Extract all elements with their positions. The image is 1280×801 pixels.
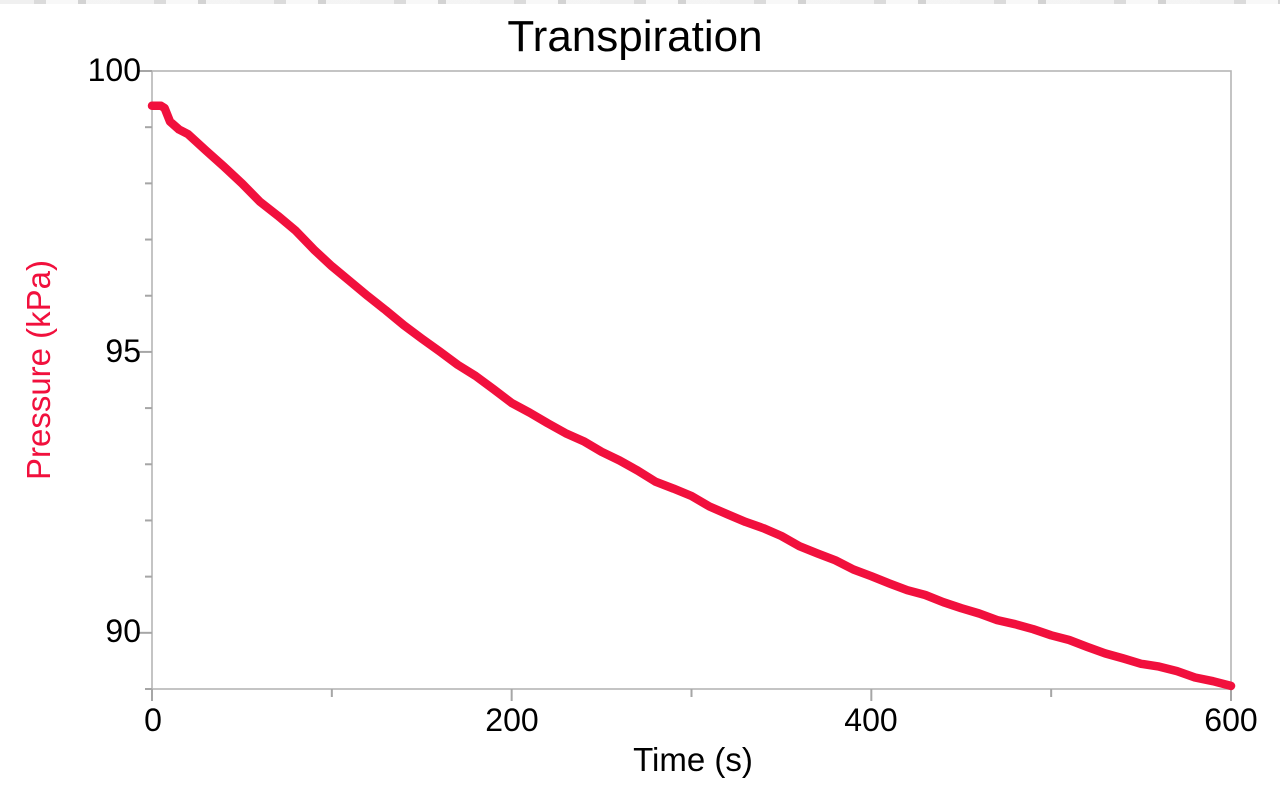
x-axis-title: Time (s) — [633, 741, 753, 778]
x-tick-label-200: 200 — [485, 702, 539, 738]
y-tick-label-95: 95 — [105, 333, 141, 370]
chart-title: Transpiration — [507, 12, 763, 61]
y-tick-label-90: 90 — [105, 613, 141, 650]
y-tick-label-100: 100 — [87, 52, 141, 89]
x-tick-label-0: 0 — [144, 702, 162, 738]
x-tick-label-600: 600 — [1204, 702, 1258, 738]
cropped-toolbar-edge — [0, 0, 1280, 4]
y-axis-title: Pressure (kPa) — [20, 259, 57, 481]
x-tick-label-400: 400 — [844, 702, 898, 738]
